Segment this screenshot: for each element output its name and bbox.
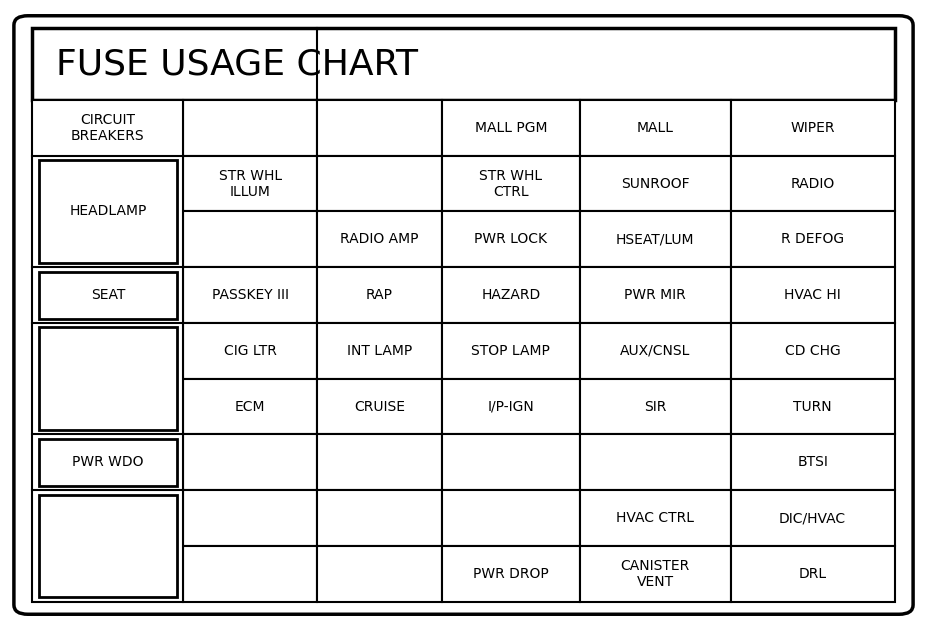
Bar [442, 546, 580, 602]
Bar [730, 546, 895, 602]
Bar [580, 435, 730, 490]
Text: PASSKEY III: PASSKEY III [211, 288, 288, 302]
Bar [317, 546, 442, 602]
Text: HVAC HI: HVAC HI [784, 288, 841, 302]
Bar [442, 435, 580, 490]
Bar [580, 490, 730, 546]
FancyBboxPatch shape [14, 16, 913, 614]
Text: ECM: ECM [235, 399, 265, 413]
Bar [39, 272, 177, 319]
Text: SIR: SIR [644, 399, 667, 413]
Bar [730, 490, 895, 546]
Bar [317, 379, 442, 435]
Bar [184, 100, 317, 156]
Text: HAZARD: HAZARD [481, 288, 540, 302]
Bar [32, 100, 184, 602]
Text: STR WHL
ILLUM: STR WHL ILLUM [219, 168, 282, 198]
Bar [730, 323, 895, 379]
Text: HVAC CTRL: HVAC CTRL [616, 511, 694, 525]
Bar [442, 212, 580, 267]
Text: R DEFOG: R DEFOG [781, 232, 844, 246]
Bar [730, 267, 895, 323]
Text: CIRCUIT
BREAKERS: CIRCUIT BREAKERS [71, 113, 145, 143]
Text: CIG LTR: CIG LTR [223, 344, 276, 358]
Bar [317, 435, 442, 490]
Text: SEAT: SEAT [91, 288, 125, 302]
Text: I/P-IGN: I/P-IGN [488, 399, 534, 413]
Bar [580, 100, 730, 156]
Bar [317, 490, 442, 546]
Text: DRL: DRL [798, 567, 827, 581]
Bar [317, 323, 442, 379]
Text: WIPER: WIPER [791, 121, 835, 135]
Bar [442, 100, 580, 156]
Bar [39, 160, 177, 263]
Bar [317, 100, 442, 156]
Bar [184, 156, 317, 212]
Text: CANISTER
VENT: CANISTER VENT [621, 559, 690, 589]
Text: AUX/CNSL: AUX/CNSL [620, 344, 691, 358]
Bar [580, 212, 730, 267]
Text: MALL PGM: MALL PGM [475, 121, 547, 135]
Bar [442, 156, 580, 212]
Bar [184, 212, 317, 267]
Text: MALL: MALL [637, 121, 674, 135]
Bar [442, 323, 580, 379]
Bar [184, 323, 317, 379]
Bar [730, 379, 895, 435]
Bar [317, 267, 442, 323]
Text: PWR DROP: PWR DROP [473, 567, 549, 581]
Bar [442, 267, 580, 323]
Text: CRUISE: CRUISE [354, 399, 405, 413]
Text: BTSI: BTSI [797, 455, 828, 469]
Bar [184, 435, 317, 490]
Bar [32, 28, 895, 100]
Bar [580, 267, 730, 323]
Bar [39, 328, 177, 430]
Text: INT LAMP: INT LAMP [347, 344, 413, 358]
Bar [580, 323, 730, 379]
Bar [442, 379, 580, 435]
Bar [184, 490, 317, 546]
Text: RADIO AMP: RADIO AMP [340, 232, 419, 246]
Bar [580, 156, 730, 212]
Bar [442, 490, 580, 546]
Text: HEADLAMP: HEADLAMP [70, 205, 146, 219]
Bar [580, 379, 730, 435]
Text: RADIO: RADIO [791, 176, 835, 191]
Bar [39, 439, 177, 486]
Text: RAP: RAP [366, 288, 393, 302]
Bar [730, 156, 895, 212]
Bar [730, 100, 895, 156]
Bar [580, 546, 730, 602]
Text: DIC/HVAC: DIC/HVAC [779, 511, 846, 525]
Text: PWR WDO: PWR WDO [72, 455, 144, 469]
Text: STR WHL
CTRL: STR WHL CTRL [479, 168, 542, 198]
Text: STOP LAMP: STOP LAMP [472, 344, 551, 358]
Bar [39, 495, 177, 597]
Bar [317, 212, 442, 267]
Text: FUSE USAGE CHART: FUSE USAGE CHART [56, 47, 418, 81]
Text: CD CHG: CD CHG [785, 344, 841, 358]
Bar [730, 435, 895, 490]
Bar [184, 546, 317, 602]
Text: PWR LOCK: PWR LOCK [475, 232, 548, 246]
Text: TURN: TURN [794, 399, 832, 413]
Bar [317, 156, 442, 212]
Bar [730, 212, 895, 267]
Bar [184, 267, 317, 323]
Text: PWR MIR: PWR MIR [625, 288, 686, 302]
Text: SUNROOF: SUNROOF [621, 176, 690, 191]
Text: HSEAT/LUM: HSEAT/LUM [616, 232, 694, 246]
Bar [184, 379, 317, 435]
